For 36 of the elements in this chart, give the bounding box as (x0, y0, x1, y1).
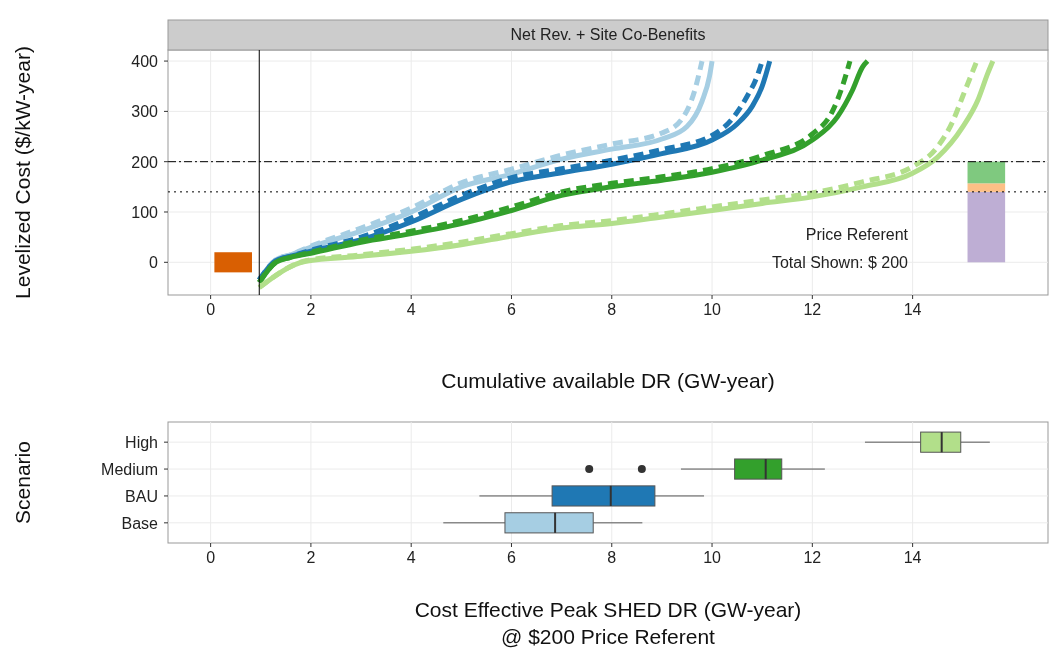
x-tick-label: 12 (803, 301, 822, 318)
y-axis-title: Levelized Cost ($/kW-year) (11, 46, 34, 299)
x-tick-label: 10 (703, 549, 722, 566)
bar (967, 161, 1006, 184)
x-tick-label: 0 (206, 549, 216, 566)
x-tick-label: 10 (703, 301, 722, 318)
y-tick-label: 300 (131, 103, 159, 121)
x-tick-label: 14 (903, 301, 922, 318)
annotation: Price Referent (805, 226, 909, 243)
y-tick-label: 200 (131, 153, 159, 171)
x-tick-label: 2 (306, 301, 316, 318)
x-tick-label: 2 (306, 549, 316, 566)
x-tick-label: 0 (206, 301, 216, 318)
x-tick-label: 8 (607, 301, 617, 318)
x-tick-label: 8 (607, 549, 617, 566)
x-axis-title: Cost Effective Peak SHED DR (GW-year) @ $200 Price Referent (414, 598, 802, 648)
y-tick-label: High (125, 434, 158, 452)
bar (214, 252, 252, 273)
chart-title: Net Rev. + Site Co-Benefits (510, 26, 706, 43)
y-tick-label: Medium (101, 461, 158, 479)
y-tick-label: 0 (149, 254, 159, 272)
y-tick-label: Base (121, 514, 159, 532)
bar (967, 191, 1006, 263)
x-tick-label: 6 (507, 549, 517, 566)
y-axis-title: Scenario (11, 441, 34, 524)
x-axis-title: Cumulative available DR (GW-year) (441, 369, 775, 392)
x-tick-label: 12 (803, 549, 822, 566)
x-tick-label: 4 (406, 549, 416, 566)
y-tick-label: 400 (131, 53, 159, 71)
x-tick-label: 14 (903, 549, 922, 566)
y-tick-label: 100 (131, 203, 159, 221)
y-tick-label: BAU (125, 487, 158, 505)
x-tick-label: 6 (507, 301, 517, 318)
x-tick-label: 4 (406, 301, 416, 318)
bar (967, 183, 1006, 192)
annotation: Total Shown: $ 200 (771, 254, 909, 271)
